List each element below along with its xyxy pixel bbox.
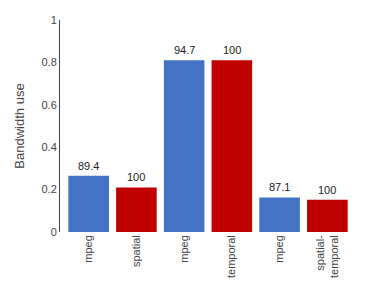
svg-text:100: 100 [318, 184, 336, 196]
svg-text:89.4: 89.4 [78, 160, 99, 172]
svg-text:Bandwidth use: Bandwidth use [12, 83, 27, 168]
svg-text:mpeg: mpeg [178, 235, 190, 263]
svg-text:87.1: 87.1 [269, 181, 290, 193]
svg-text:1: 1 [51, 14, 57, 26]
svg-text:0.4: 0.4 [42, 141, 57, 153]
svg-text:spatial: spatial [130, 235, 142, 267]
svg-text:temporal: temporal [225, 235, 237, 278]
svg-text:0.8: 0.8 [42, 56, 57, 68]
svg-text:100: 100 [223, 44, 241, 56]
svg-text:spatial-temporal: spatial-temporal [314, 235, 340, 278]
svg-text:mpeg: mpeg [273, 235, 285, 263]
svg-text:94.7: 94.7 [174, 44, 195, 56]
svg-text:100: 100 [127, 171, 145, 183]
svg-text:mpeg: mpeg [82, 235, 94, 263]
svg-text:0.2: 0.2 [42, 183, 57, 195]
svg-text:0.6: 0.6 [42, 99, 57, 111]
svg-text:0: 0 [51, 226, 57, 238]
